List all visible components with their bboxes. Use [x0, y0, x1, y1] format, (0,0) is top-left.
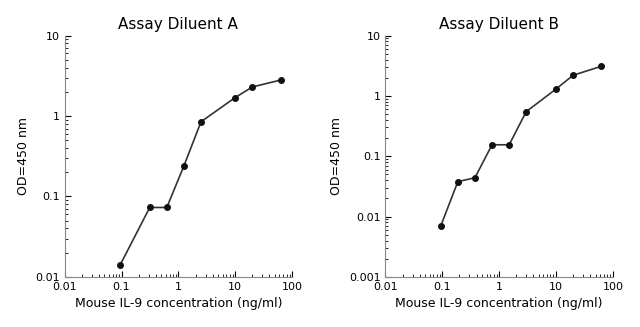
- X-axis label: Mouse IL-9 concentration (ng/ml): Mouse IL-9 concentration (ng/ml): [75, 297, 282, 310]
- Title: Assay Diluent A: Assay Diluent A: [118, 17, 238, 32]
- Title: Assay Diluent B: Assay Diluent B: [439, 17, 559, 32]
- X-axis label: Mouse IL-9 concentration (ng/ml): Mouse IL-9 concentration (ng/ml): [396, 297, 603, 310]
- Y-axis label: OD=450 nm: OD=450 nm: [17, 117, 29, 195]
- Y-axis label: OD=450 nm: OD=450 nm: [330, 117, 344, 195]
